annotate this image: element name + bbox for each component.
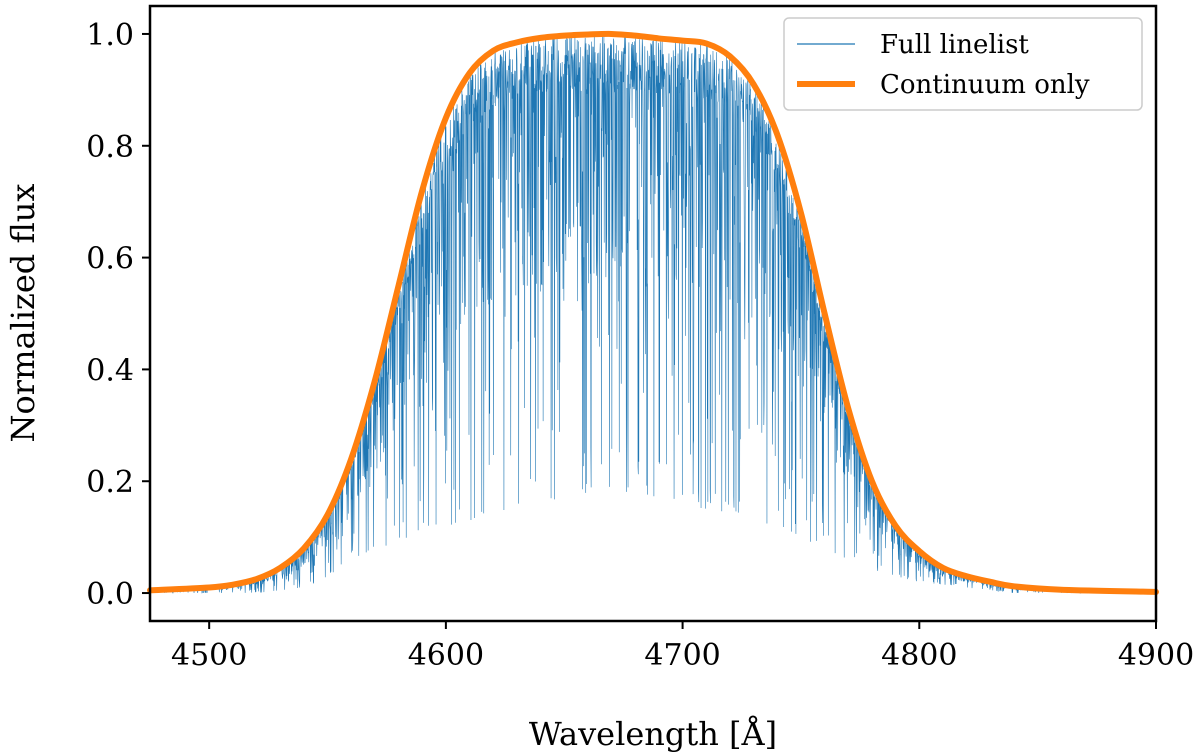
y-tick-label: 0.0 <box>86 577 134 612</box>
x-tick-label: 4500 <box>171 638 247 673</box>
x-axis-label: Wavelength [Å] <box>529 715 777 753</box>
y-tick-label: 0.4 <box>86 353 134 388</box>
y-axis-ticks: 0.0 0.2 0.4 0.6 0.8 1.0 <box>86 18 150 612</box>
legend-box <box>783 17 1143 111</box>
axes-frame <box>148 4 1158 623</box>
y-tick-label: 1.0 <box>86 18 134 53</box>
y-tick-label: 0.6 <box>86 242 134 277</box>
x-tick-label: 4600 <box>408 638 484 673</box>
y-axis-label: Normalized flux <box>4 184 42 443</box>
legend: Full linelist Continuum only <box>783 17 1143 111</box>
x-tick-label: 4800 <box>881 638 957 673</box>
x-tick-label: 4700 <box>644 638 720 673</box>
y-tick-label: 0.8 <box>86 130 134 165</box>
y-tick-label: 0.2 <box>86 465 134 500</box>
legend-label-full-linelist: Full linelist <box>880 30 1029 60</box>
continuum-only-line <box>147 30 1159 595</box>
x-axis-ticks: 4500 4600 4700 4800 4900 <box>171 621 1194 673</box>
x-tick-label: 4900 <box>1118 638 1194 673</box>
continuum-series <box>147 30 1159 595</box>
legend-label-continuum-only: Continuum only <box>880 70 1090 100</box>
